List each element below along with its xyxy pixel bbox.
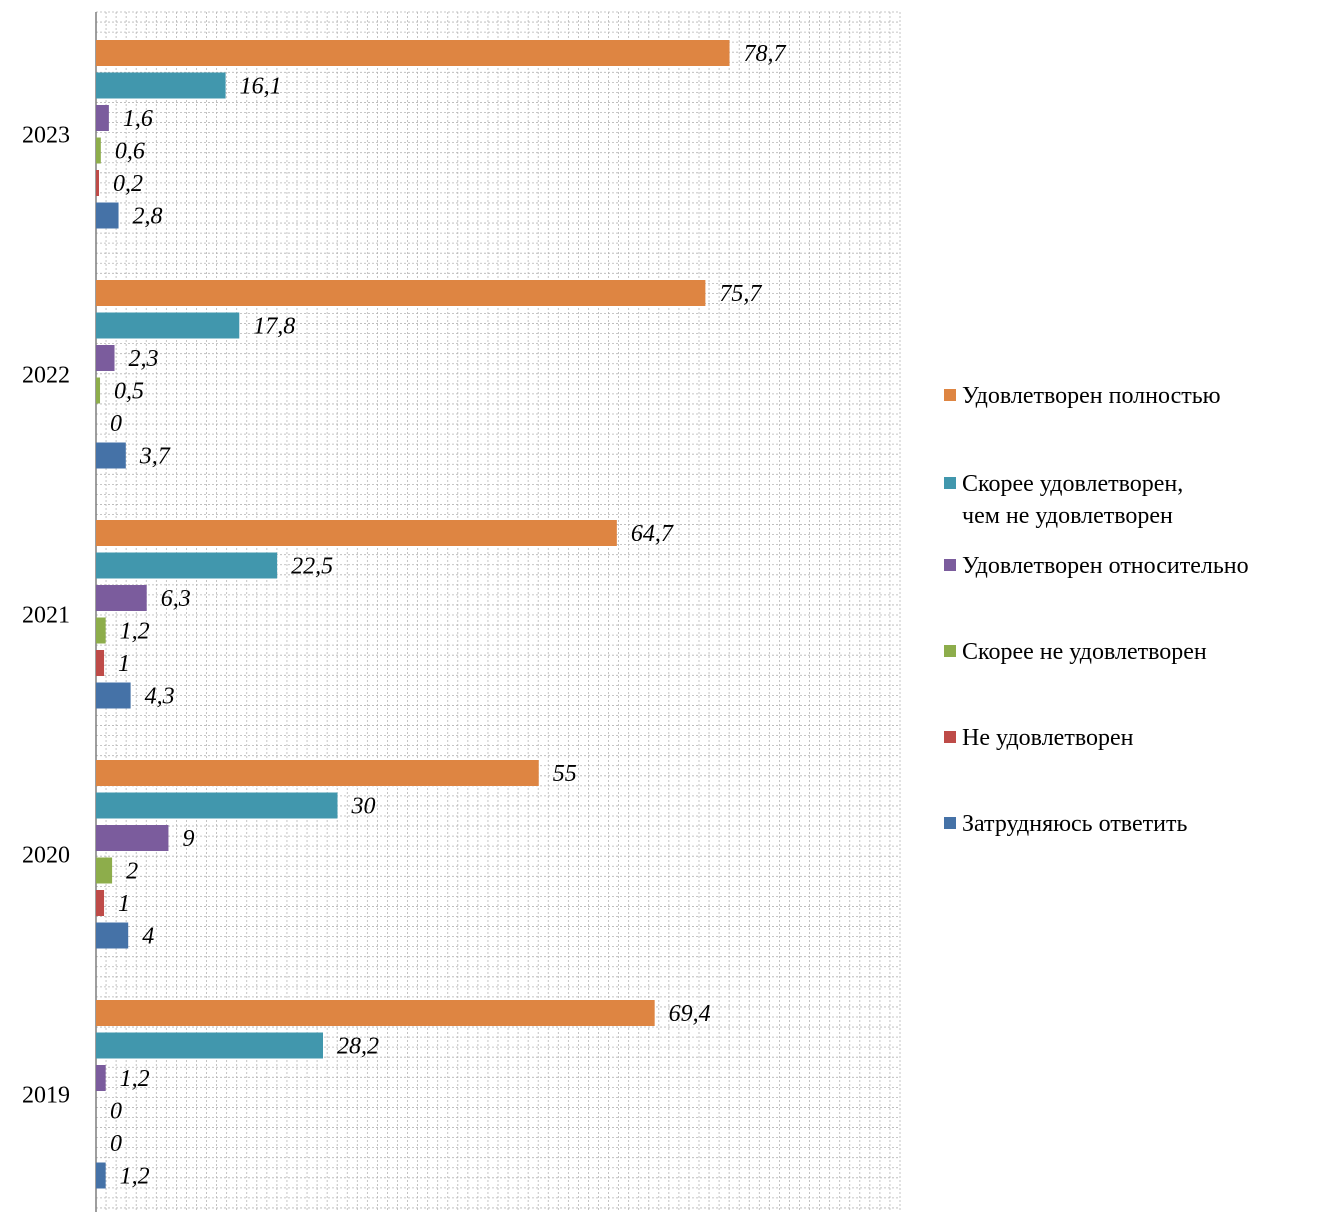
data-label: 55 bbox=[553, 761, 577, 787]
data-labels: 78,7 16,1 1,6 0,6 0,2 2,8 75,7 17,8 2,3 0,5 0 3,7 64… bbox=[110, 41, 787, 1190]
data-label: 3,7 bbox=[139, 444, 171, 470]
bar bbox=[96, 345, 115, 371]
data-label: 9 bbox=[182, 826, 194, 852]
bar bbox=[96, 760, 539, 786]
bar bbox=[96, 312, 240, 339]
legend-label: Удовлетворен полностью bbox=[962, 383, 1221, 409]
data-label: 0,2 bbox=[113, 171, 143, 197]
category-label: 2021 bbox=[22, 602, 70, 628]
bar bbox=[96, 1032, 324, 1059]
data-label: 1 bbox=[118, 891, 130, 917]
legend-label: Не удовлетворен bbox=[962, 725, 1134, 751]
data-label: 75,7 bbox=[719, 281, 762, 307]
data-label: 0 bbox=[110, 1099, 122, 1125]
data-label: 1 bbox=[118, 651, 130, 677]
bar bbox=[96, 825, 169, 851]
data-label: 1,2 bbox=[120, 1066, 150, 1092]
bar bbox=[96, 170, 99, 196]
bars bbox=[96, 40, 730, 1189]
legend-item: Затрудняюсь ответить bbox=[944, 808, 1187, 840]
category-label: 2020 bbox=[22, 842, 70, 868]
bar bbox=[96, 105, 109, 131]
data-label: 6,3 bbox=[161, 586, 191, 612]
bar bbox=[96, 617, 106, 644]
bar bbox=[96, 890, 105, 916]
bar bbox=[96, 922, 129, 949]
bar-chart: 78,7 16,1 1,6 0,6 0,2 2,8 75,7 17,8 2,3 0,5 0 3,7 64… bbox=[22, 11, 901, 1212]
data-label: 16,1 bbox=[240, 74, 282, 100]
bar bbox=[96, 585, 147, 611]
data-label: 0 bbox=[110, 1131, 122, 1157]
bar bbox=[96, 377, 101, 404]
legend: Удовлетворен полностью Скорее удовлетворе… bbox=[944, 0, 1330, 1222]
category-label: 2022 bbox=[22, 362, 70, 388]
category-label: 2019 bbox=[22, 1082, 70, 1108]
data-label: 22,5 bbox=[291, 554, 333, 580]
bar bbox=[96, 650, 105, 676]
bar bbox=[96, 280, 706, 306]
data-label: 28,2 bbox=[337, 1034, 379, 1060]
bar bbox=[96, 1065, 106, 1091]
data-label: 1,6 bbox=[123, 106, 153, 132]
data-label: 17,8 bbox=[253, 314, 295, 340]
bar bbox=[96, 40, 730, 66]
bar bbox=[96, 682, 131, 709]
category-labels: 2023 2022 2021 2020 2019 bbox=[22, 122, 70, 1108]
legend-item: Не удовлетворен bbox=[944, 722, 1133, 754]
data-label: 1,2 bbox=[120, 619, 150, 645]
bar bbox=[96, 202, 119, 229]
bar bbox=[96, 792, 338, 819]
data-label: 4,3 bbox=[145, 684, 175, 710]
bar bbox=[96, 1162, 106, 1189]
bar bbox=[96, 857, 113, 884]
legend-item: Удовлетворен относительно bbox=[944, 550, 1249, 582]
bar bbox=[96, 552, 278, 579]
category-label: 2023 bbox=[22, 122, 70, 148]
legend-swatch bbox=[944, 645, 956, 657]
grid-lines bbox=[95, 11, 901, 1212]
data-label: 78,7 bbox=[744, 41, 787, 67]
data-label: 1,2 bbox=[120, 1164, 150, 1190]
legend-item: Скорее не удовлетворен bbox=[944, 636, 1207, 668]
legend-label: Скорее не удовлетворен bbox=[962, 639, 1207, 665]
bar bbox=[96, 137, 101, 164]
data-label: 0 bbox=[110, 411, 122, 437]
data-label: 2,8 bbox=[133, 204, 163, 230]
data-label: 2,3 bbox=[129, 346, 159, 372]
legend-item: Скорее удовлетворен, чем не удовлетворен bbox=[944, 468, 1183, 532]
legend-swatch bbox=[944, 731, 956, 743]
legend-label: Затрудняюсь ответить bbox=[962, 811, 1188, 837]
data-label: 4 bbox=[142, 924, 154, 950]
bar bbox=[96, 520, 617, 546]
legend-swatch bbox=[944, 389, 956, 401]
legend-label: Скорее удовлетворен, чем не удовлетворен bbox=[962, 471, 1184, 529]
bar bbox=[96, 72, 226, 99]
legend-swatch bbox=[944, 477, 956, 489]
bar bbox=[96, 442, 126, 469]
data-label: 0,5 bbox=[114, 379, 144, 405]
data-label: 64,7 bbox=[631, 521, 674, 547]
bar bbox=[96, 1000, 655, 1026]
data-label: 0,6 bbox=[115, 139, 145, 165]
legend-swatch bbox=[944, 817, 956, 829]
data-label: 30 bbox=[351, 794, 376, 820]
legend-swatch bbox=[944, 559, 956, 571]
data-label: 69,4 bbox=[669, 1001, 711, 1027]
data-label: 2 bbox=[126, 859, 138, 885]
legend-item: Удовлетворен полностью bbox=[944, 380, 1221, 412]
legend-label: Удовлетворен относительно bbox=[962, 553, 1249, 579]
